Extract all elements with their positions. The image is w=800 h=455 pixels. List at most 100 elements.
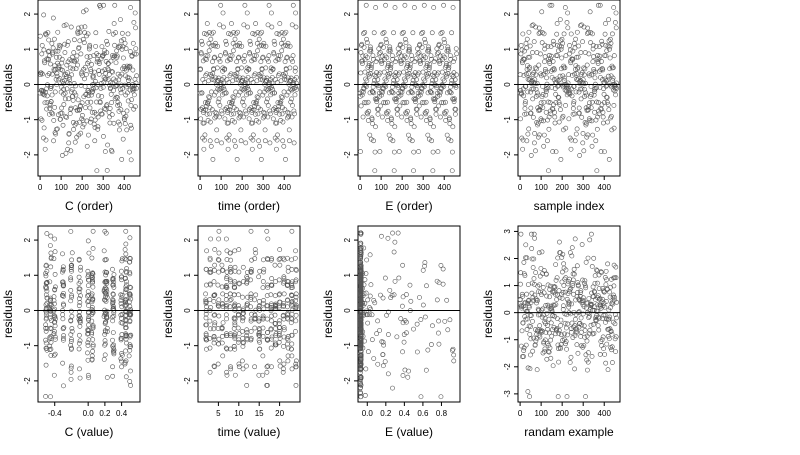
- data-point: [427, 89, 433, 94]
- data-point: [133, 25, 138, 31]
- data-point: [212, 54, 218, 60]
- data-point: [266, 2, 272, 8]
- data-point: [102, 338, 108, 344]
- data-point: [222, 66, 228, 72]
- data-point: [611, 292, 616, 298]
- data-point: [375, 318, 380, 324]
- data-point: [252, 364, 258, 370]
- data-point: [523, 71, 529, 77]
- data-point: [104, 308, 110, 314]
- data-point: [62, 96, 68, 102]
- data-point: [543, 92, 549, 98]
- data-point: [369, 337, 375, 343]
- data-point: [603, 360, 609, 366]
- data-point: [380, 363, 386, 369]
- data-point: [384, 40, 389, 46]
- data-point: [564, 346, 569, 352]
- data-point: [419, 100, 425, 105]
- data-point: [293, 10, 298, 16]
- data-point: [571, 101, 576, 107]
- data-point: [86, 46, 92, 52]
- data-point: [212, 43, 218, 49]
- data-point: [423, 367, 429, 373]
- data-point: [533, 148, 538, 154]
- data-point: [558, 323, 564, 328]
- data-point: [77, 29, 83, 35]
- x-tick-label: 100: [54, 183, 68, 192]
- data-point: [552, 110, 557, 115]
- data-point: [385, 108, 391, 114]
- data-point: [558, 332, 564, 338]
- data-point: [241, 340, 246, 346]
- data-point: [108, 58, 114, 64]
- data-point: [277, 247, 283, 252]
- data-point: [128, 344, 134, 349]
- data-point: [578, 288, 584, 294]
- data-point: [581, 65, 587, 71]
- data-point: [598, 149, 604, 154]
- data-point: [431, 124, 436, 130]
- data-point: [364, 110, 370, 116]
- data-point: [450, 346, 456, 352]
- data-point: [591, 330, 597, 336]
- data-point: [76, 313, 82, 319]
- data-point: [400, 100, 406, 105]
- data-point: [207, 138, 213, 144]
- data-point: [378, 41, 384, 47]
- data-point: [117, 121, 123, 127]
- y-tick-label: -1: [23, 342, 32, 350]
- data-point: [430, 323, 435, 329]
- data-point: [522, 273, 528, 278]
- data-point: [587, 237, 593, 243]
- data-point: [529, 256, 535, 262]
- data-point: [585, 25, 591, 31]
- data-point: [542, 46, 548, 52]
- data-point: [590, 132, 596, 138]
- data-point: [69, 89, 74, 95]
- data-point: [590, 42, 596, 48]
- data-point: [380, 295, 386, 301]
- data-point: [400, 373, 406, 378]
- data-point: [453, 107, 459, 112]
- data-point: [77, 375, 83, 381]
- data-point: [568, 354, 574, 360]
- data-point: [264, 96, 270, 102]
- data-point: [386, 132, 392, 138]
- data-point: [86, 314, 92, 320]
- data-point: [89, 311, 95, 317]
- data-point: [240, 366, 246, 372]
- data-point: [228, 264, 233, 270]
- data-point: [127, 49, 133, 54]
- data-point: [609, 63, 615, 69]
- data-point: [591, 92, 597, 98]
- data-point: [81, 40, 87, 46]
- data-point: [198, 66, 203, 72]
- data-point: [59, 60, 65, 66]
- x-axis-label: C (order): [65, 199, 113, 213]
- data-point: [532, 77, 538, 83]
- data-point: [111, 350, 117, 356]
- data-point: [448, 90, 454, 96]
- data-point: [551, 285, 557, 290]
- data-point: [534, 328, 540, 334]
- data-point: [559, 44, 564, 50]
- data-point: [557, 73, 563, 79]
- data-point: [358, 250, 364, 255]
- data-point: [451, 59, 456, 64]
- data-point: [525, 282, 531, 288]
- data-point: [208, 269, 214, 275]
- data-point: [76, 303, 82, 309]
- data-point: [422, 314, 428, 320]
- data-point: [56, 42, 62, 48]
- data-point: [236, 364, 242, 370]
- data-point: [79, 112, 85, 118]
- plot-frame: [37, 225, 141, 403]
- x-tick-label: 300: [577, 183, 591, 192]
- data-point: [261, 269, 266, 275]
- data-point: [361, 44, 367, 50]
- data-point: [125, 31, 131, 37]
- data-point: [207, 255, 213, 261]
- y-axis-label: residuals: [161, 64, 175, 112]
- data-point: [245, 294, 250, 300]
- data-point: [236, 337, 242, 343]
